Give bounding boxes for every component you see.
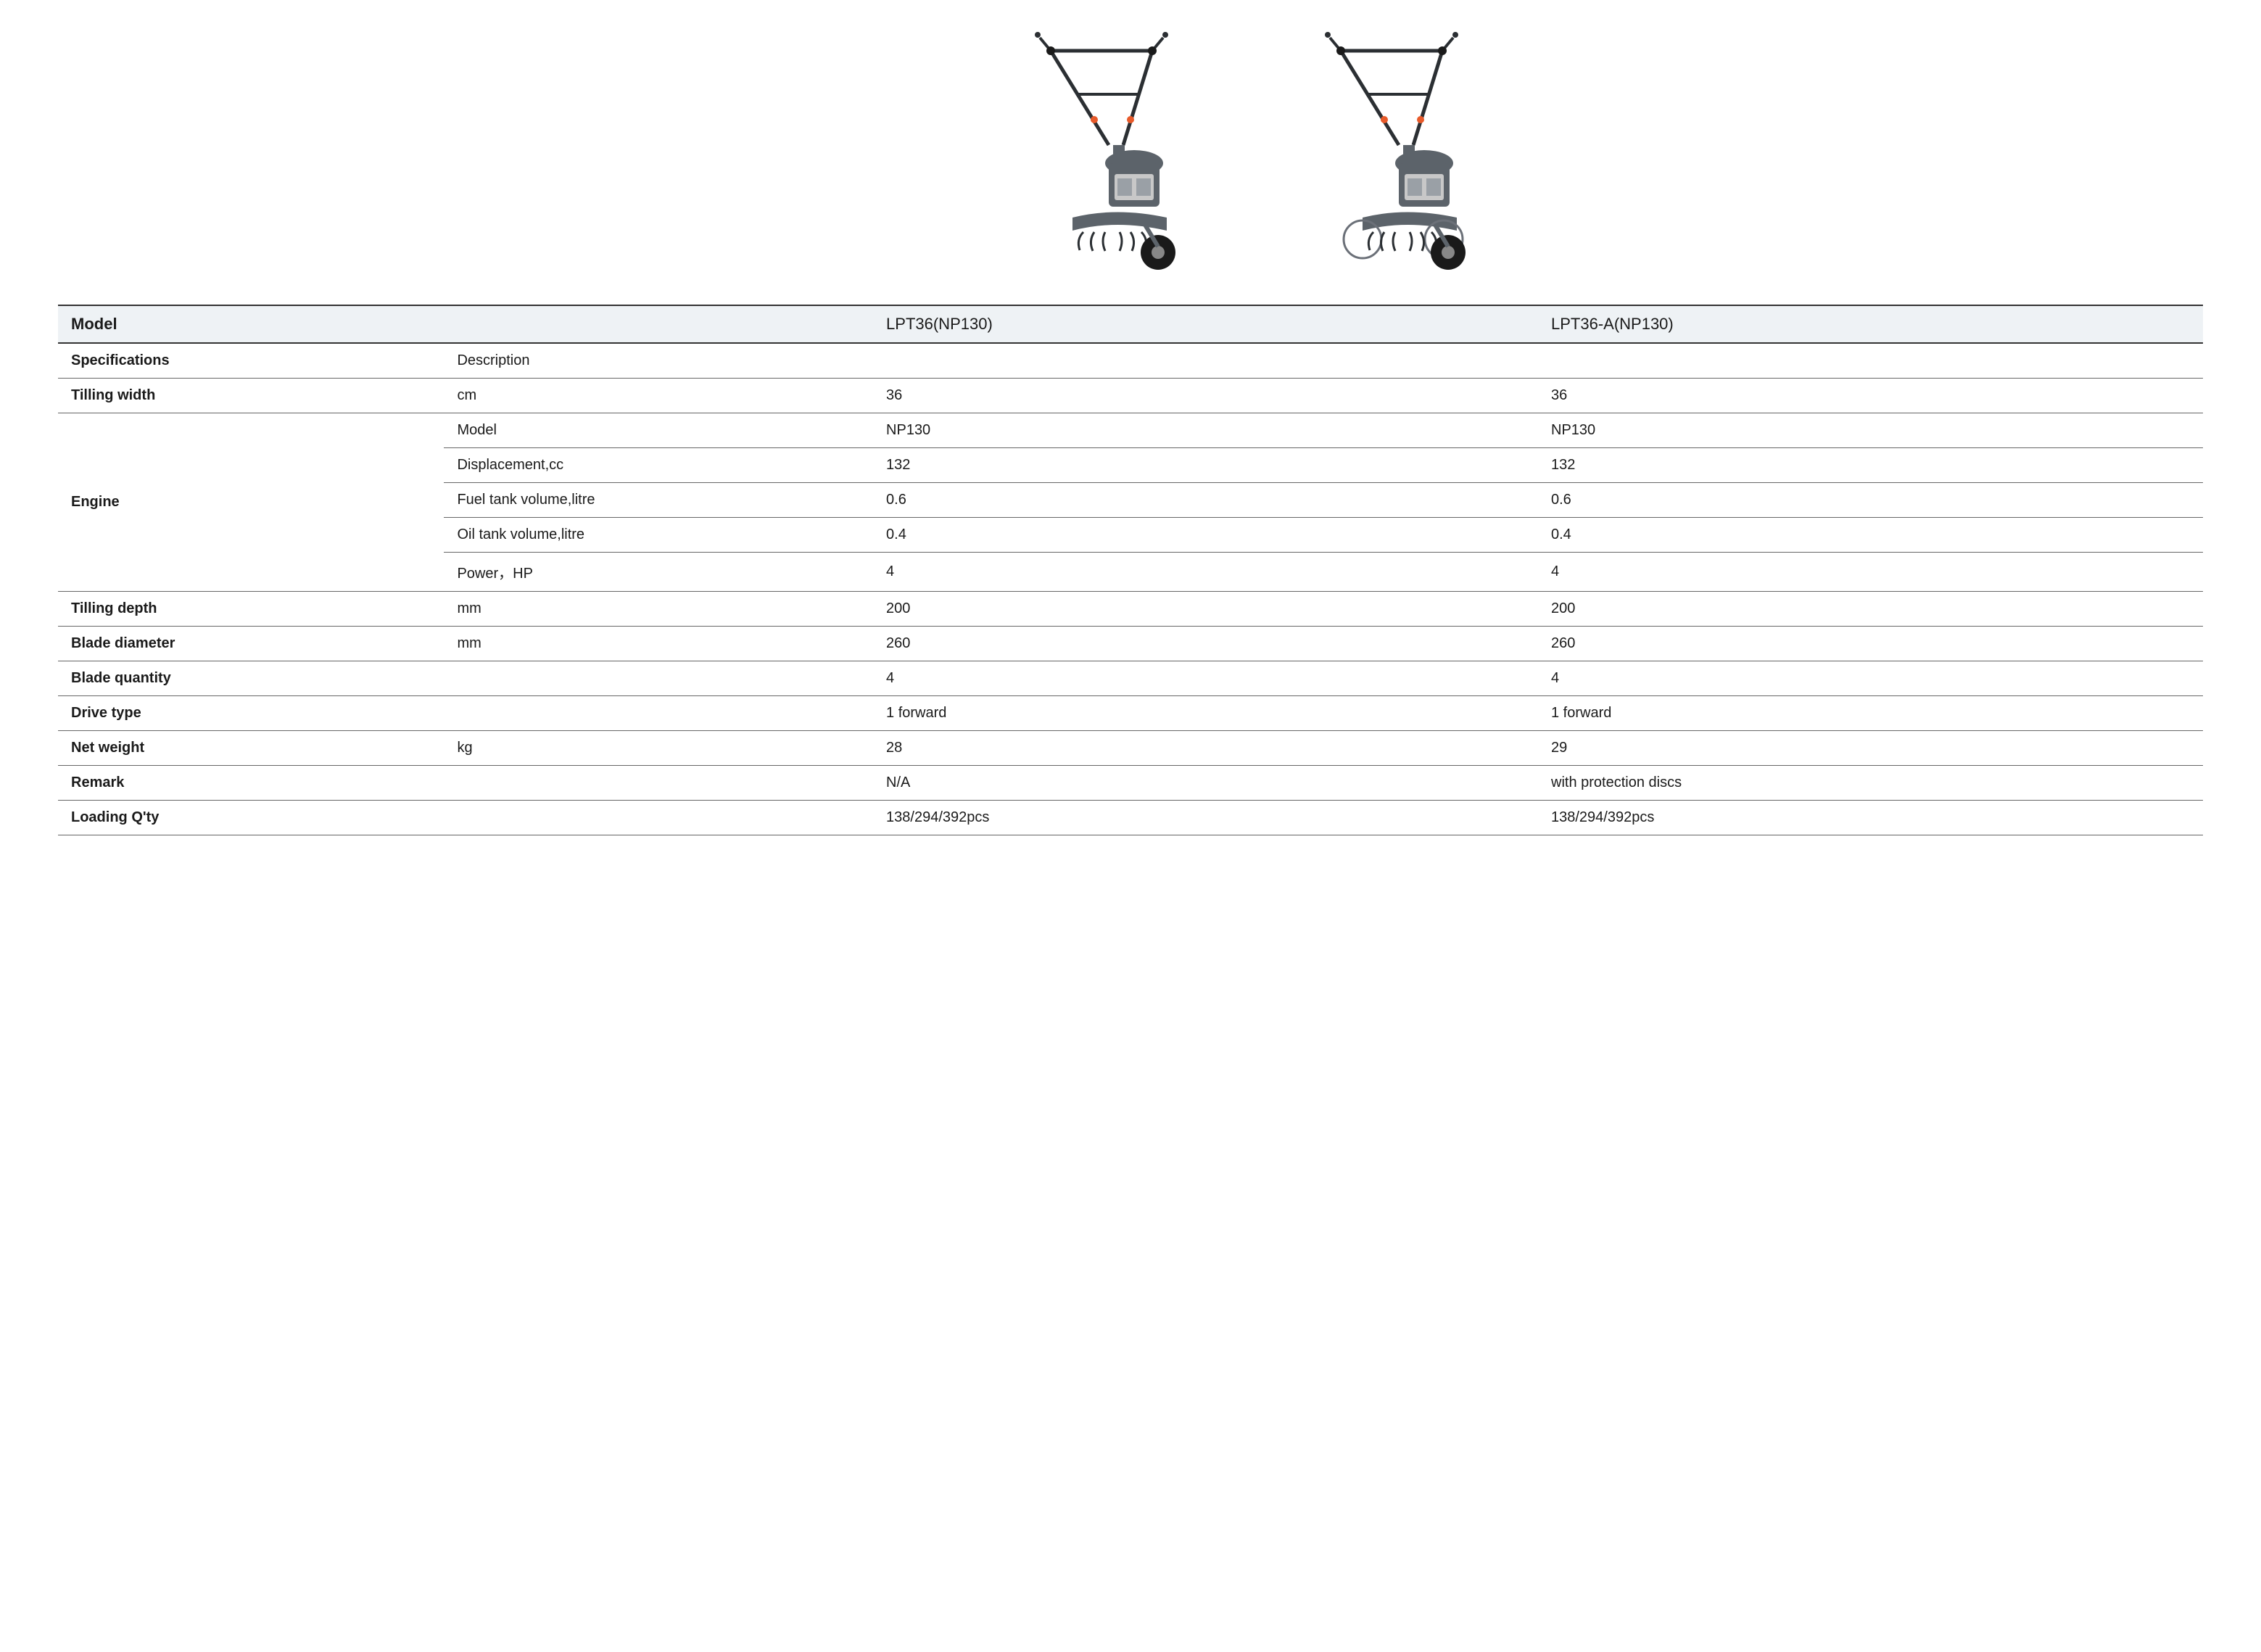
row-value-b: 132 xyxy=(1538,448,2203,483)
row-value-b: NP130 xyxy=(1538,413,2203,448)
row-label: Tilling depth xyxy=(58,592,444,627)
spec-table: Model LPT36(NP130) LPT36-A(NP130) Specif… xyxy=(58,305,2203,835)
row-value-b: 1 forward xyxy=(1538,696,2203,731)
header-col-a: LPT36(NP130) xyxy=(873,305,1538,343)
row-desc: cm xyxy=(444,379,873,413)
row-group-label: Engine xyxy=(58,413,444,592)
header-desc xyxy=(444,305,873,343)
row-value-b: 36 xyxy=(1538,379,2203,413)
table-row: Loading Q'ty 138/294/392pcs138/294/392pcs xyxy=(58,801,2203,835)
row-desc xyxy=(444,696,873,731)
row-value-a: 138/294/392pcs xyxy=(873,801,1538,835)
table-row: Net weightkg2829 xyxy=(58,731,2203,766)
row-value-a xyxy=(873,343,1538,379)
table-row: Blade diametermm260260 xyxy=(58,627,2203,661)
row-value-b: with protection discs xyxy=(1538,766,2203,801)
row-value-a: 4 xyxy=(873,661,1538,696)
product-image-row xyxy=(290,29,2203,276)
row-value-a: 0.4 xyxy=(873,518,1538,553)
table-row: Remark N/Awith protection discs xyxy=(58,766,2203,801)
row-value-b: 0.6 xyxy=(1538,483,2203,518)
row-value-a: 28 xyxy=(873,731,1538,766)
row-value-a: 0.6 xyxy=(873,483,1538,518)
row-label: Drive type xyxy=(58,696,444,731)
row-desc: mm xyxy=(444,627,873,661)
row-label: Tilling width xyxy=(58,379,444,413)
row-label: Loading Q'ty xyxy=(58,801,444,835)
product-image-lpt36 xyxy=(985,29,1218,276)
row-desc xyxy=(444,661,873,696)
row-value-a: 36 xyxy=(873,379,1538,413)
row-label: Specifications xyxy=(58,343,444,379)
row-desc: Power，HP xyxy=(444,553,873,592)
row-desc: Fuel tank volume,litre xyxy=(444,483,873,518)
table-row: Drive type 1 forward1 forward xyxy=(58,696,2203,731)
row-value-a: 260 xyxy=(873,627,1538,661)
header-model-label: Model xyxy=(58,305,444,343)
row-desc: Model xyxy=(444,413,873,448)
row-value-b: 200 xyxy=(1538,592,2203,627)
row-label: Blade quantity xyxy=(58,661,444,696)
row-value-a: 200 xyxy=(873,592,1538,627)
table-row: Tilling widthcm3636 xyxy=(58,379,2203,413)
row-desc xyxy=(444,766,873,801)
row-value-b xyxy=(1538,343,2203,379)
row-desc: Oil tank volume,litre xyxy=(444,518,873,553)
table-row: SpecificationsDescription xyxy=(58,343,2203,379)
table-header-row: Model LPT36(NP130) LPT36-A(NP130) xyxy=(58,305,2203,343)
row-value-a: NP130 xyxy=(873,413,1538,448)
row-label: Net weight xyxy=(58,731,444,766)
table-row: Blade quantity 44 xyxy=(58,661,2203,696)
product-image-lpt36a xyxy=(1276,29,1508,276)
row-value-b: 138/294/392pcs xyxy=(1538,801,2203,835)
table-row: Tilling depthmm200200 xyxy=(58,592,2203,627)
row-desc: kg xyxy=(444,731,873,766)
row-value-a: 132 xyxy=(873,448,1538,483)
row-value-a: 1 forward xyxy=(873,696,1538,731)
row-label: Blade diameter xyxy=(58,627,444,661)
row-value-b: 260 xyxy=(1538,627,2203,661)
row-desc: Displacement,cc xyxy=(444,448,873,483)
row-value-b: 29 xyxy=(1538,731,2203,766)
row-value-a: N/A xyxy=(873,766,1538,801)
row-desc xyxy=(444,801,873,835)
row-desc: Description xyxy=(444,343,873,379)
row-value-a: 4 xyxy=(873,553,1538,592)
row-label: Remark xyxy=(58,766,444,801)
table-row: EngineModelNP130NP130 xyxy=(58,413,2203,448)
header-col-b: LPT36-A(NP130) xyxy=(1538,305,2203,343)
row-value-b: 4 xyxy=(1538,661,2203,696)
row-value-b: 4 xyxy=(1538,553,2203,592)
row-desc: mm xyxy=(444,592,873,627)
row-value-b: 0.4 xyxy=(1538,518,2203,553)
